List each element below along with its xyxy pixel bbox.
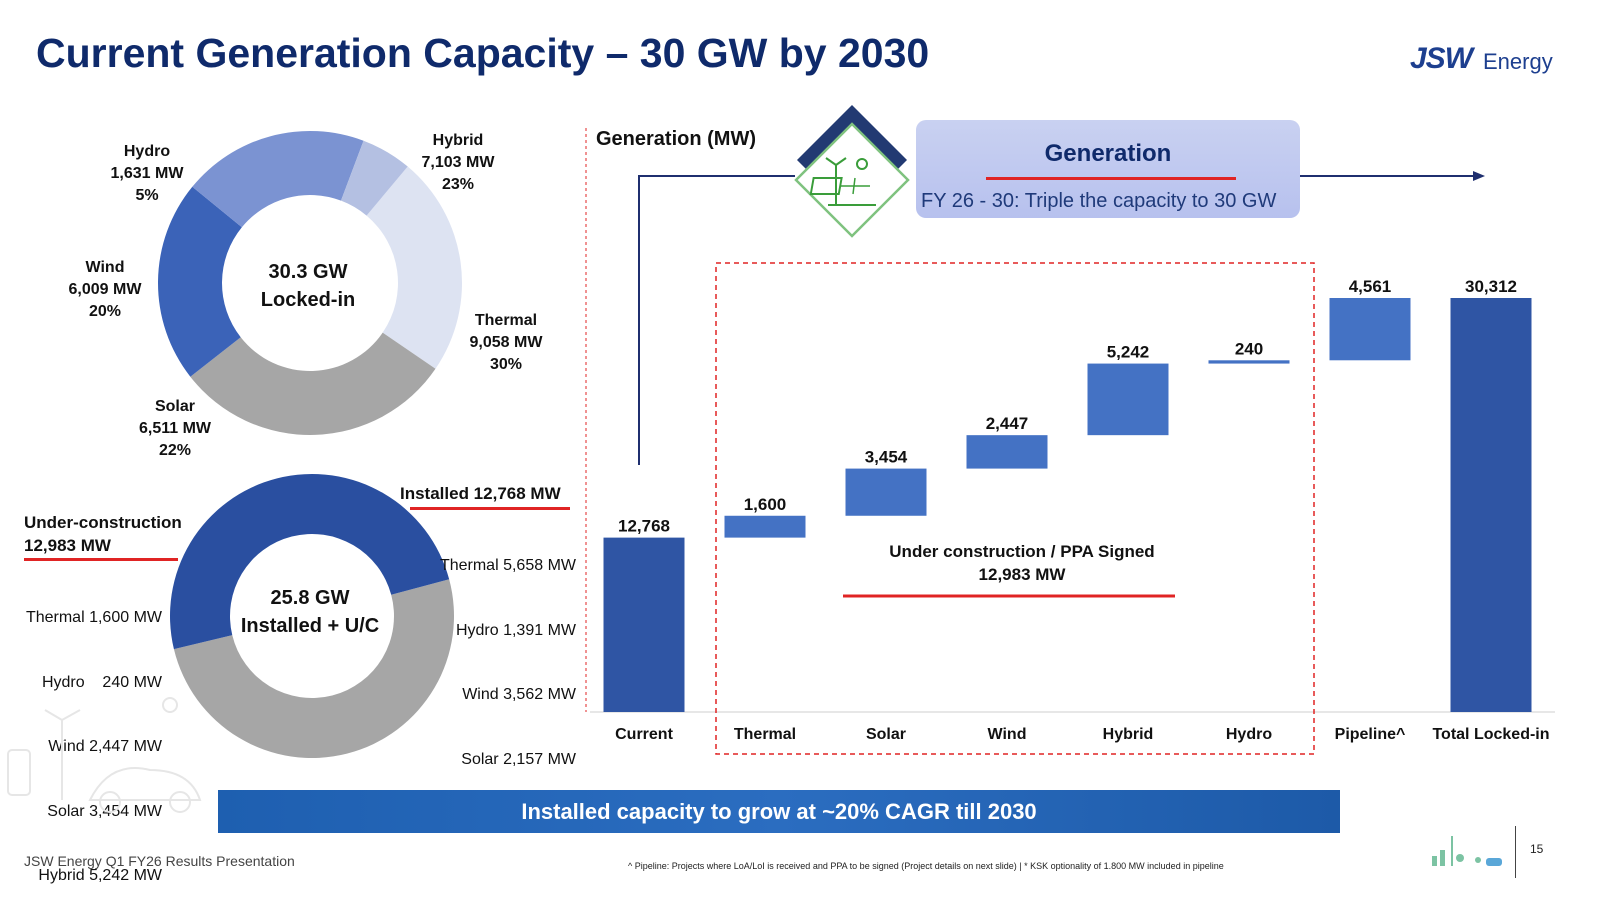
waterfall-category-label: Solar bbox=[866, 726, 906, 743]
waterfall-value-label: 4,561 bbox=[1349, 277, 1392, 296]
label-pct: 23% bbox=[441, 176, 475, 193]
donut2-center-label: 25.8 GW Installed + U/C bbox=[228, 584, 392, 640]
cagr-banner: Installed capacity to grow at ~20% CAGR … bbox=[218, 790, 1340, 833]
label-mw: 6,511 MW bbox=[138, 420, 212, 437]
label-name: Wind bbox=[85, 259, 125, 276]
page-number: 15 bbox=[1530, 842, 1544, 856]
label-name: Solar bbox=[154, 398, 195, 415]
donut2-center-line2: Installed + U/C bbox=[240, 615, 380, 637]
uc-item: Wind 2,447 MW bbox=[48, 738, 162, 755]
decorative-illustration-icon bbox=[7, 697, 202, 813]
locked-in-donut-chart bbox=[157, 130, 463, 435]
uc-item: Thermal 1,600 MW bbox=[25, 609, 162, 626]
uc-underline bbox=[24, 558, 178, 561]
uc-item: Hydro 240 MW bbox=[41, 673, 162, 691]
waterfall-category-label: Hydro bbox=[1226, 726, 1272, 743]
uc-ppa-line1: Under construction / PPA Signed bbox=[889, 542, 1155, 561]
installed-item: Hydro 1,391 MW bbox=[455, 621, 576, 639]
generation-axis-title: Generation (MW) bbox=[596, 128, 756, 150]
label-pct: 30% bbox=[489, 356, 523, 373]
waterfall-category-label: Total Locked-in bbox=[1432, 726, 1549, 743]
donut-segment-hydro bbox=[341, 140, 408, 216]
waterfall-bar-pipeline bbox=[1329, 298, 1411, 361]
donut1-center-line1: 30.3 GW bbox=[268, 261, 348, 283]
waterfall-bar-total-locked-in bbox=[1450, 298, 1532, 712]
uc-ppa-line2: 12,983 MW bbox=[978, 565, 1066, 584]
donut-segment-thermal bbox=[190, 332, 436, 435]
label-name: Hydro bbox=[123, 143, 171, 160]
flow-arrow-left bbox=[638, 175, 795, 465]
waterfall-value-label: 1,600 bbox=[744, 495, 787, 514]
arrow-head-icon bbox=[1473, 171, 1485, 181]
uc-header-line1: Under-construction bbox=[24, 513, 182, 532]
waterfall-value-label: 30,312 bbox=[1465, 277, 1517, 296]
label-pct: 5% bbox=[135, 187, 159, 204]
label-name: Thermal bbox=[474, 312, 538, 329]
waterfall-value-label: 12,768 bbox=[618, 517, 670, 536]
generation-box-title: Generation bbox=[1044, 140, 1172, 167]
waterfall-category-label: Current bbox=[615, 726, 673, 743]
installed-list: Thermal 5,658 MW Hydro 1,391 MW Wind 3,5… bbox=[396, 512, 576, 792]
footer-illustration-icon bbox=[1432, 836, 1502, 866]
page-title: Current Generation Capacity – 30 GW by 2… bbox=[36, 30, 930, 76]
waterfall-value-label: 5,242 bbox=[1107, 343, 1150, 362]
donut2-center-line1: 25.8 GW bbox=[270, 587, 350, 609]
waterfall-category-label: Hybrid bbox=[1103, 726, 1154, 743]
label-mw: 7,103 MW bbox=[421, 154, 495, 171]
donut1-center-line2: Locked-in bbox=[260, 289, 356, 311]
uc-header-line2: 12,983 MW bbox=[24, 536, 111, 555]
installed-header: Installed 12,768 MW bbox=[400, 484, 561, 503]
generation-box-underline bbox=[986, 177, 1236, 180]
uc-ppa-label: Under construction / PPA Signed 12,983 M… bbox=[842, 540, 1202, 586]
donut1-label-wind: Wind 6,009 MW 20% bbox=[64, 257, 146, 323]
waterfall-value-label: 3,454 bbox=[865, 448, 908, 467]
footer-divider bbox=[1515, 826, 1516, 878]
footnote-text: ^ Pipeline: Projects where LoA/LoI is re… bbox=[628, 861, 1224, 871]
donut-segment-solar bbox=[157, 186, 242, 377]
label-mw: 9,058 MW bbox=[469, 334, 543, 351]
waterfall-bar-wind bbox=[966, 435, 1048, 469]
logo-jsw-text: JSW bbox=[1410, 42, 1473, 75]
donut1-center-label: 30.3 GW Locked-in bbox=[238, 258, 378, 314]
waterfall-bar-hybrid bbox=[1087, 363, 1169, 436]
installed-underline bbox=[410, 507, 570, 510]
under-construction-box bbox=[715, 262, 1315, 755]
generation-box-subtitle: FY 26 - 30: Triple the capacity to 30 GW bbox=[921, 190, 1277, 212]
renewable-energy-icon bbox=[794, 105, 910, 238]
waterfall-category-label: Thermal bbox=[734, 726, 796, 743]
generation-callout-box: Generation FY 26 - 30: Triple the capaci… bbox=[916, 120, 1300, 218]
waterfall-category-label: Wind bbox=[988, 726, 1027, 743]
label-mw: 1,631 MW bbox=[110, 165, 184, 182]
installed-item: Thermal 5,658 MW bbox=[439, 557, 576, 574]
waterfall-category-label: Pipeline^ bbox=[1335, 726, 1406, 743]
donut1-label-solar: Solar 6,511 MW 22% bbox=[134, 396, 216, 462]
waterfall-bar-current bbox=[603, 537, 685, 712]
installed-item: Wind 3,562 MW bbox=[462, 686, 576, 703]
waterfall-bar-solar bbox=[845, 468, 927, 516]
donut1-label-thermal: Thermal 9,058 MW 30% bbox=[465, 310, 547, 376]
waterfall-value-label: 240 bbox=[1235, 339, 1263, 358]
donut-segment-installed bbox=[170, 474, 450, 650]
jsw-energy-logo: JSW Energy bbox=[1400, 40, 1560, 80]
waterfall-bar-hydro bbox=[1208, 360, 1290, 364]
donut1-label-hydro: Hydro 1,631 MW 5% bbox=[106, 141, 188, 207]
donut-segment-under-construction bbox=[173, 579, 455, 759]
installed-item: Solar 2,157 MW bbox=[461, 750, 576, 768]
logo-energy-text: Energy bbox=[1483, 49, 1553, 74]
donut1-label-hybrid: Hybrid 7,103 MW 23% bbox=[420, 130, 496, 196]
donut-segment-wind bbox=[192, 130, 364, 228]
label-pct: 20% bbox=[88, 303, 122, 320]
donut-segment-hybrid bbox=[366, 166, 463, 369]
label-pct: 22% bbox=[158, 442, 192, 459]
waterfall-bar-thermal bbox=[724, 515, 806, 538]
uc-item: Hybrid 5,242 MW bbox=[38, 867, 162, 884]
footer-text: JSW Energy Q1 FY26 Results Presentation bbox=[24, 853, 295, 869]
label-name: Hybrid bbox=[432, 132, 484, 149]
installed-uc-donut-chart bbox=[170, 474, 455, 759]
waterfall-value-label: 2,447 bbox=[986, 414, 1029, 433]
label-mw: 6,009 MW bbox=[68, 281, 142, 298]
